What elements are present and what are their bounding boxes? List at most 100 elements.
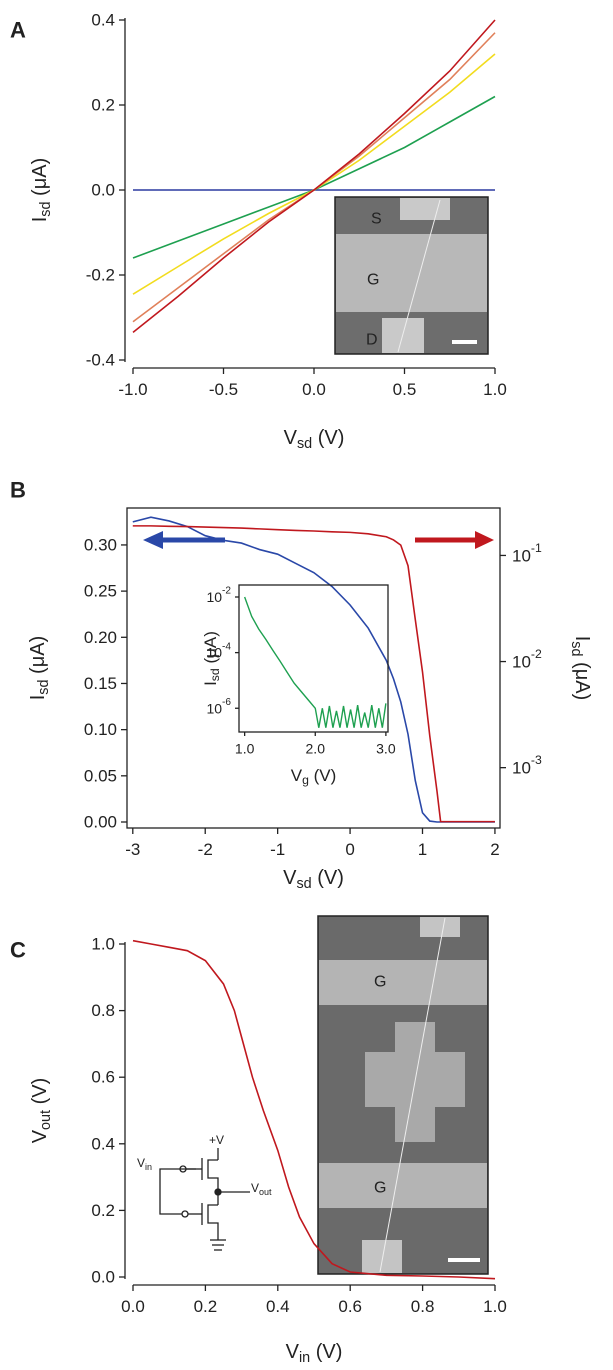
- y-tick-label: 0.4: [91, 1134, 115, 1153]
- y2-tick-label: 10-3: [512, 753, 542, 777]
- data-line: [132, 939, 496, 1280]
- x-tick-label: -2: [198, 840, 213, 859]
- sem-image-c: G G: [317, 915, 489, 1275]
- plot-frame: [238, 584, 389, 733]
- x-tick-label: 1: [418, 840, 427, 859]
- y-axis-label: Vout (V): [29, 1078, 54, 1144]
- label-part: +V: [209, 1133, 224, 1147]
- label-part: (μA): [571, 657, 593, 701]
- label-part: (μA): [27, 636, 49, 680]
- label-sub: sd: [38, 201, 54, 216]
- y-tick-label: -0.2: [86, 266, 115, 285]
- inset-label: D: [366, 332, 378, 349]
- x-tick-label: 0.5: [393, 380, 417, 399]
- label-part: 10: [206, 589, 222, 605]
- label-part: 10: [512, 652, 531, 671]
- label-sub: out: [259, 1187, 272, 1197]
- schematic-label: Vin: [137, 1156, 152, 1172]
- x-axis-label: Vsd (V): [283, 867, 344, 892]
- x-tick-label: 1.0: [483, 380, 507, 399]
- label-sup: -6: [222, 696, 231, 707]
- label-part: 10: [206, 700, 222, 716]
- x-tick-label: 0: [345, 840, 354, 859]
- x-tick-label: 2.0: [306, 741, 326, 757]
- y-tick-label: 0.20: [84, 628, 117, 647]
- x-tick-label: 0.0: [302, 380, 326, 399]
- y-tick-label: 0.00: [84, 812, 117, 831]
- schematic-label: Vout: [251, 1181, 272, 1197]
- label-sup: -2: [531, 647, 542, 661]
- x-tick-label: 0.0: [121, 1297, 145, 1316]
- x-tick-label: -1.0: [118, 380, 147, 399]
- label-part: I: [201, 681, 220, 686]
- x-tick-label: 1.0: [483, 1297, 507, 1316]
- label-part: (V): [310, 1341, 342, 1363]
- x-tick-label: 1.0: [235, 741, 255, 757]
- y-tick-label: -0.4: [86, 351, 115, 370]
- arrows-b: [143, 531, 494, 549]
- label-sub: sd: [297, 436, 312, 452]
- y-tick-label: 10-4: [206, 641, 231, 661]
- y-tick-label: 0.15: [84, 674, 117, 693]
- label-part: 10: [512, 758, 531, 777]
- x-tick-label: 0.2: [194, 1297, 218, 1316]
- y-tick-label: 0.05: [84, 766, 117, 785]
- label-sub: out: [38, 1110, 54, 1130]
- data-line: [132, 19, 496, 334]
- label-sub: sd: [568, 641, 584, 656]
- inset-label: G: [374, 974, 386, 991]
- x-tick-label: 3.0: [376, 741, 396, 757]
- label-part: I: [27, 695, 49, 701]
- y2-tick-label: 10-1: [512, 541, 542, 565]
- panel-letter: C: [10, 938, 26, 963]
- sem-image-a: S G D: [334, 196, 489, 355]
- y-tick-label: 1.0: [91, 935, 115, 954]
- y-tick-label: 0.2: [91, 1201, 115, 1220]
- label-part: V: [284, 427, 298, 449]
- label-part: (V): [312, 427, 344, 449]
- x-tick-label: -1: [270, 840, 285, 859]
- y2-tick-label: 10-2: [512, 647, 542, 671]
- plot-frame: [126, 507, 501, 829]
- inset-label: G: [367, 272, 379, 289]
- x-tick-label: 0.8: [411, 1297, 435, 1316]
- y-tick-label: 0.6: [91, 1068, 115, 1087]
- y-tick-label: 0.8: [91, 1001, 115, 1020]
- label-part: (V): [29, 1078, 51, 1110]
- y2-axis-label: Isd (μA): [568, 636, 593, 701]
- x-tick-label: -0.5: [209, 380, 238, 399]
- data-line: [132, 525, 495, 823]
- label-sub: sd: [296, 876, 311, 892]
- label-part: (V): [309, 766, 336, 785]
- label-sub: in: [299, 1350, 310, 1366]
- y-axis-label: Isd (μA): [29, 158, 54, 223]
- x-axis-label: Vin (V): [286, 1341, 343, 1366]
- y-tick-label: 0.30: [84, 535, 117, 554]
- label-part: 10: [512, 546, 531, 565]
- y-tick-label: 0.2: [91, 96, 115, 115]
- label-sub: sd: [36, 679, 52, 694]
- y-axis-label: Isd (μA): [201, 631, 223, 686]
- y-tick-label: 10-2: [206, 585, 231, 605]
- label-part: (μA): [201, 631, 220, 668]
- inset-label: G: [374, 1180, 386, 1197]
- label-sub: in: [145, 1162, 152, 1172]
- label-part: V: [251, 1181, 259, 1195]
- data-line: [243, 596, 387, 728]
- inverter-schematic: [159, 1148, 250, 1251]
- inset-label: S: [371, 211, 382, 228]
- label-sup: -3: [531, 753, 542, 767]
- label-part: V: [137, 1156, 145, 1170]
- schematic-label: +V: [209, 1133, 224, 1147]
- panel-letter: A: [10, 18, 26, 43]
- label-sub: g: [302, 773, 309, 787]
- label-sup: -1: [531, 541, 542, 555]
- panel-letter: B: [10, 478, 26, 503]
- label-part: I: [29, 217, 51, 223]
- label-part: V: [283, 867, 297, 889]
- y-tick-label: 0.0: [91, 1268, 115, 1287]
- label-part: (μA): [29, 158, 51, 202]
- data-line: [132, 516, 495, 823]
- label-part: V: [291, 766, 303, 785]
